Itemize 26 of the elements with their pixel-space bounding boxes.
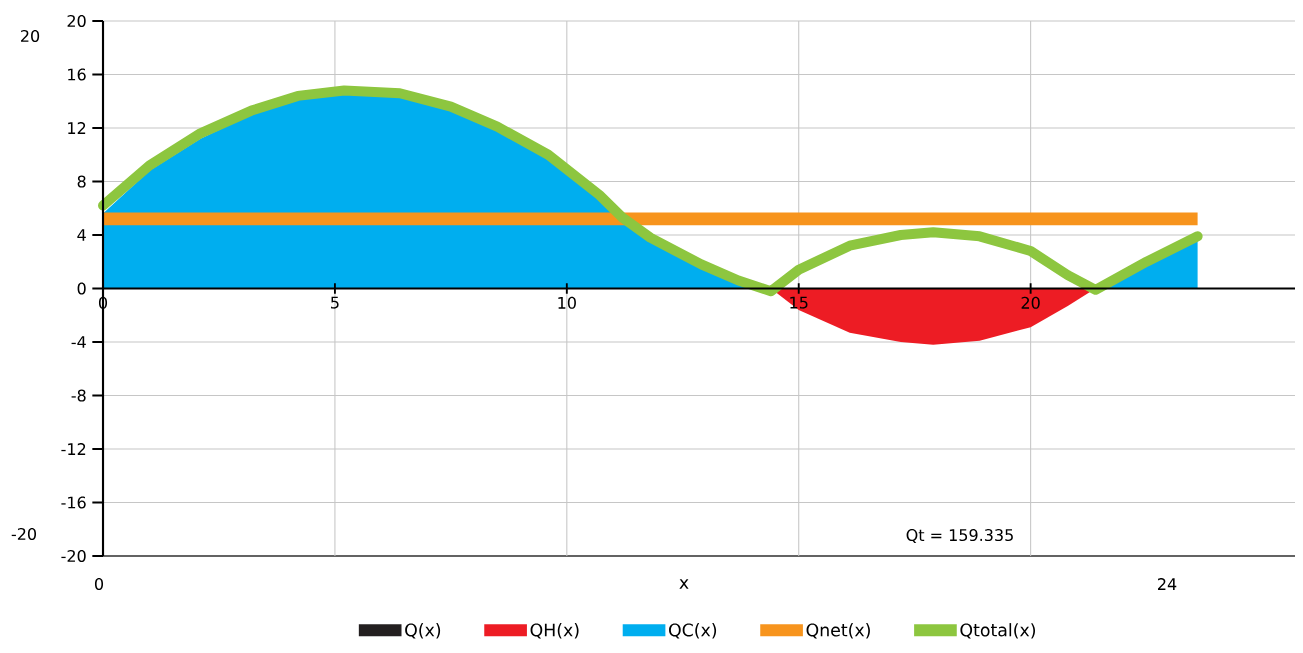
text: -20 <box>11 527 37 541</box>
x-axis-title: x <box>679 579 689 589</box>
text: 0 <box>94 577 104 591</box>
y-tick-label: -20 <box>61 549 86 563</box>
legend-label: Qtotal(x) <box>960 623 1036 639</box>
x-tick-label: 5 <box>331 296 339 309</box>
y-tick-label: 16 <box>68 68 86 81</box>
text: 24 <box>1157 578 1177 590</box>
x-tick-label: 20 <box>1021 296 1040 309</box>
y-tick-label: 12 <box>68 122 86 134</box>
y-tick-label: 4 <box>77 229 86 241</box>
x-tick-label: 15 <box>790 296 808 309</box>
y-tick-label: -12 <box>61 443 86 455</box>
y-tick-label: -4 <box>71 336 86 348</box>
x-tick-label: 10 <box>558 296 576 309</box>
y-tick-label: -16 <box>61 496 86 509</box>
y-tick-label: 20 <box>67 14 86 28</box>
y-tick-label: -8 <box>71 389 86 402</box>
annotation: Qt = 159.335 <box>906 529 1013 543</box>
legend-label: Qnet(x) <box>806 623 870 639</box>
text: 20 <box>21 29 40 43</box>
legend-label: Q(x) <box>405 623 441 639</box>
legend-label: QC(x) <box>669 623 717 639</box>
legend-label: QH(x) <box>530 623 579 639</box>
y-tick-label: 0 <box>77 282 86 295</box>
y-tick-label: 8 <box>77 175 86 188</box>
